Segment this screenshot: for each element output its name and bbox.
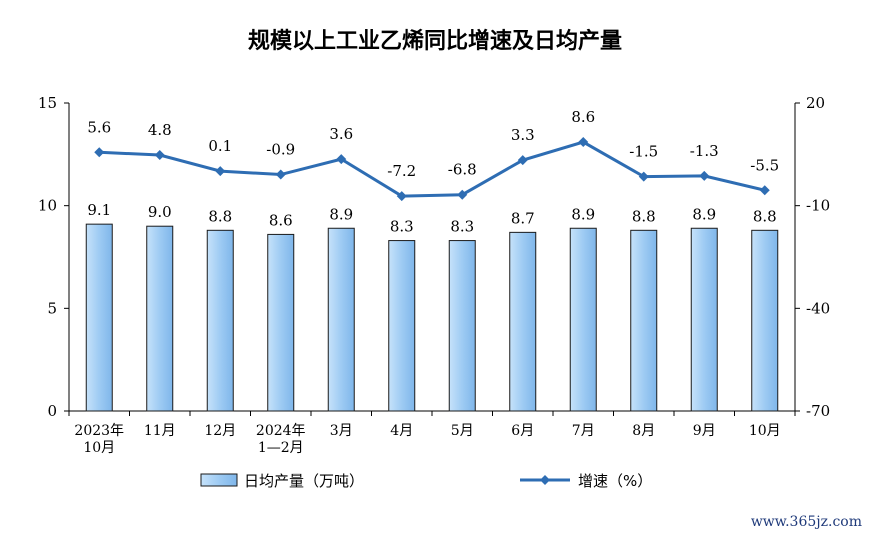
line-value-label: 8.6 <box>571 108 595 126</box>
x-tick-label: 10月 <box>749 423 781 439</box>
x-tick-label: 5月 <box>451 423 474 439</box>
line-point <box>699 170 710 181</box>
right-tick-label: -70 <box>806 402 830 420</box>
legend-line-label: 增速（%） <box>578 472 652 490</box>
x-tick-label: 4月 <box>390 423 413 439</box>
bar-value-label: 8.8 <box>208 207 232 225</box>
line-value-label: -5.5 <box>750 156 779 174</box>
bar-series: 9.1 9.0 8.8 8.6 8.9 8.3 8.3 8.7 8.9 8.8 8.9 8.8 <box>85 201 779 412</box>
right-tick-label: 20 <box>806 94 825 112</box>
bar-value-label: 8.8 <box>632 207 656 225</box>
bar-value-label: 8.3 <box>450 218 474 236</box>
line-point <box>215 166 226 177</box>
bar <box>751 229 779 412</box>
x-tick-label: 2023年 <box>74 423 124 439</box>
line-point <box>517 155 528 166</box>
bar-value-label: 9.1 <box>87 201 111 219</box>
bar <box>388 240 416 412</box>
bar <box>85 223 113 412</box>
left-tick-label: 5 <box>47 299 57 317</box>
x-tick-label: 2024年 <box>256 423 306 439</box>
right-tick-label: -40 <box>806 299 830 317</box>
line-point <box>638 171 649 182</box>
x-tick-label: 3月 <box>330 423 353 439</box>
x-tick-label: 6月 <box>511 423 534 439</box>
line-point <box>94 147 105 158</box>
x-tick-label: 9月 <box>693 423 716 439</box>
bar-value-label: 8.7 <box>511 209 535 227</box>
bar <box>690 227 718 412</box>
bar <box>630 229 658 412</box>
line-series: 5.6 4.8 0.1 -0.9 3.6 -7.2 -6.8 3.3 8.6 -1.5 -1.3 -5… <box>87 108 779 202</box>
line-value-label: 3.6 <box>329 125 353 143</box>
line-point <box>457 189 468 200</box>
chart-title: 规模以上工业乙烯同比增速及日均产量 <box>248 28 622 54</box>
bar-value-label: 8.6 <box>269 211 293 229</box>
bar-value-label: 8.3 <box>390 218 414 236</box>
line-value-label: -1.3 <box>690 142 719 160</box>
bar-value-label: 8.9 <box>692 205 716 223</box>
line-value-label: 4.8 <box>148 121 172 139</box>
x-tick-label: 10月 <box>83 440 115 456</box>
line-value-label: -1.5 <box>629 143 658 161</box>
bar <box>267 233 295 412</box>
x-tick-label: 1—2月 <box>258 440 304 456</box>
left-tick-label: 0 <box>47 402 57 420</box>
line-value-label: 3.3 <box>511 126 535 144</box>
watermark-text: www.365jz.com <box>751 514 862 530</box>
line-value-label: -0.9 <box>266 141 295 159</box>
line-value-label: 5.6 <box>87 118 111 136</box>
right-tick-label: -10 <box>806 197 830 215</box>
left-tick-label: 15 <box>38 94 57 112</box>
line-value-label: 0.1 <box>208 137 232 155</box>
legend: 日均产量（万吨） 增速（%） <box>200 472 652 490</box>
bar <box>327 227 355 412</box>
line-point <box>275 169 286 180</box>
line-point <box>396 191 407 202</box>
x-tick-label: 7月 <box>572 423 595 439</box>
bar <box>146 225 174 412</box>
left-tick-label: 10 <box>38 197 57 215</box>
x-tick-label: 12月 <box>204 423 236 439</box>
line-value-label: -7.2 <box>387 162 416 180</box>
bar <box>448 240 476 412</box>
growth-line <box>99 140 766 198</box>
bar <box>206 229 234 412</box>
legend-line-marker <box>540 475 550 485</box>
x-tick-label: 8月 <box>632 423 655 439</box>
bar-value-label: 8.9 <box>571 205 595 223</box>
bar-value-label: 8.9 <box>329 205 353 223</box>
bar-value-label: 9.0 <box>148 203 172 221</box>
line-point <box>578 137 589 148</box>
legend-bar-swatch <box>200 473 238 487</box>
line-value-label: -6.8 <box>448 161 477 179</box>
legend-bar-label: 日均产量（万吨） <box>244 472 364 490</box>
bar-value-label: 8.8 <box>753 207 777 225</box>
x-tick-label: 11月 <box>144 423 176 439</box>
line-point <box>336 154 347 165</box>
bar <box>569 227 597 412</box>
line-point <box>759 185 770 196</box>
line-point <box>154 150 165 161</box>
bar <box>509 231 537 412</box>
